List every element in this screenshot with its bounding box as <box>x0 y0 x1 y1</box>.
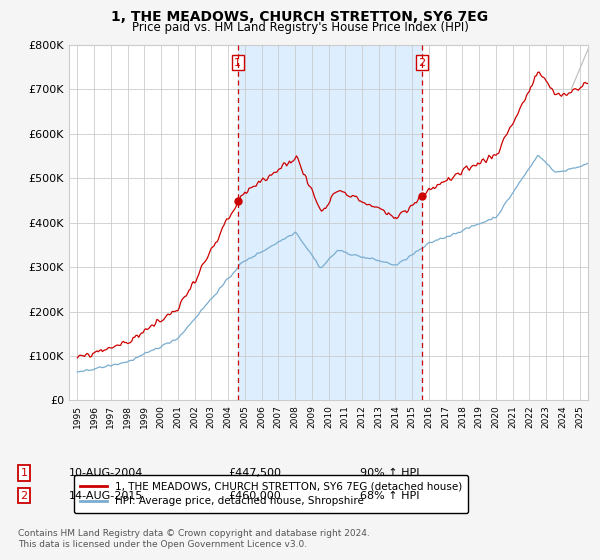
Text: 1: 1 <box>20 468 28 478</box>
Text: 10-AUG-2004: 10-AUG-2004 <box>69 468 143 478</box>
Text: 1, THE MEADOWS, CHURCH STRETTON, SY6 7EG: 1, THE MEADOWS, CHURCH STRETTON, SY6 7EG <box>112 10 488 24</box>
Text: 14-AUG-2015: 14-AUG-2015 <box>69 491 143 501</box>
Text: 68% ↑ HPI: 68% ↑ HPI <box>360 491 419 501</box>
Text: Contains HM Land Registry data © Crown copyright and database right 2024.
This d: Contains HM Land Registry data © Crown c… <box>18 529 370 549</box>
Text: £460,000: £460,000 <box>228 491 281 501</box>
Text: 90% ↑ HPI: 90% ↑ HPI <box>360 468 419 478</box>
Text: Price paid vs. HM Land Registry's House Price Index (HPI): Price paid vs. HM Land Registry's House … <box>131 21 469 34</box>
Text: 1: 1 <box>235 58 241 68</box>
Legend: 1, THE MEADOWS, CHURCH STRETTON, SY6 7EG (detached house), HPI: Average price, d: 1, THE MEADOWS, CHURCH STRETTON, SY6 7EG… <box>74 475 469 512</box>
Text: 2: 2 <box>20 491 28 501</box>
Bar <box>238 45 422 400</box>
Text: £447,500: £447,500 <box>228 468 281 478</box>
Text: 2: 2 <box>418 58 425 68</box>
